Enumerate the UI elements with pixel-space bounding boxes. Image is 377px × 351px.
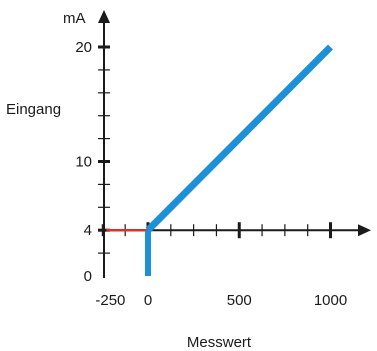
y-tick-label: 0 <box>84 268 92 285</box>
x-tick-label: 1000 <box>314 292 347 309</box>
x-tick-label: -250 <box>95 292 125 309</box>
x-axis-title: Messwert <box>187 334 252 351</box>
x-axis-arrowhead <box>358 224 371 237</box>
y-axis-arrowhead <box>98 10 110 23</box>
y-axis-unit: mA <box>63 10 86 27</box>
series <box>106 44 333 276</box>
y-tick-label: 20 <box>75 39 92 56</box>
x-tick-label: 0 <box>144 292 152 309</box>
series-line <box>145 44 333 233</box>
y-tick-label: 10 <box>75 154 92 171</box>
x-tick-label: 500 <box>227 292 252 309</box>
y-axis-title: Eingang <box>6 101 61 118</box>
y-tick-label: 4 <box>84 222 92 239</box>
